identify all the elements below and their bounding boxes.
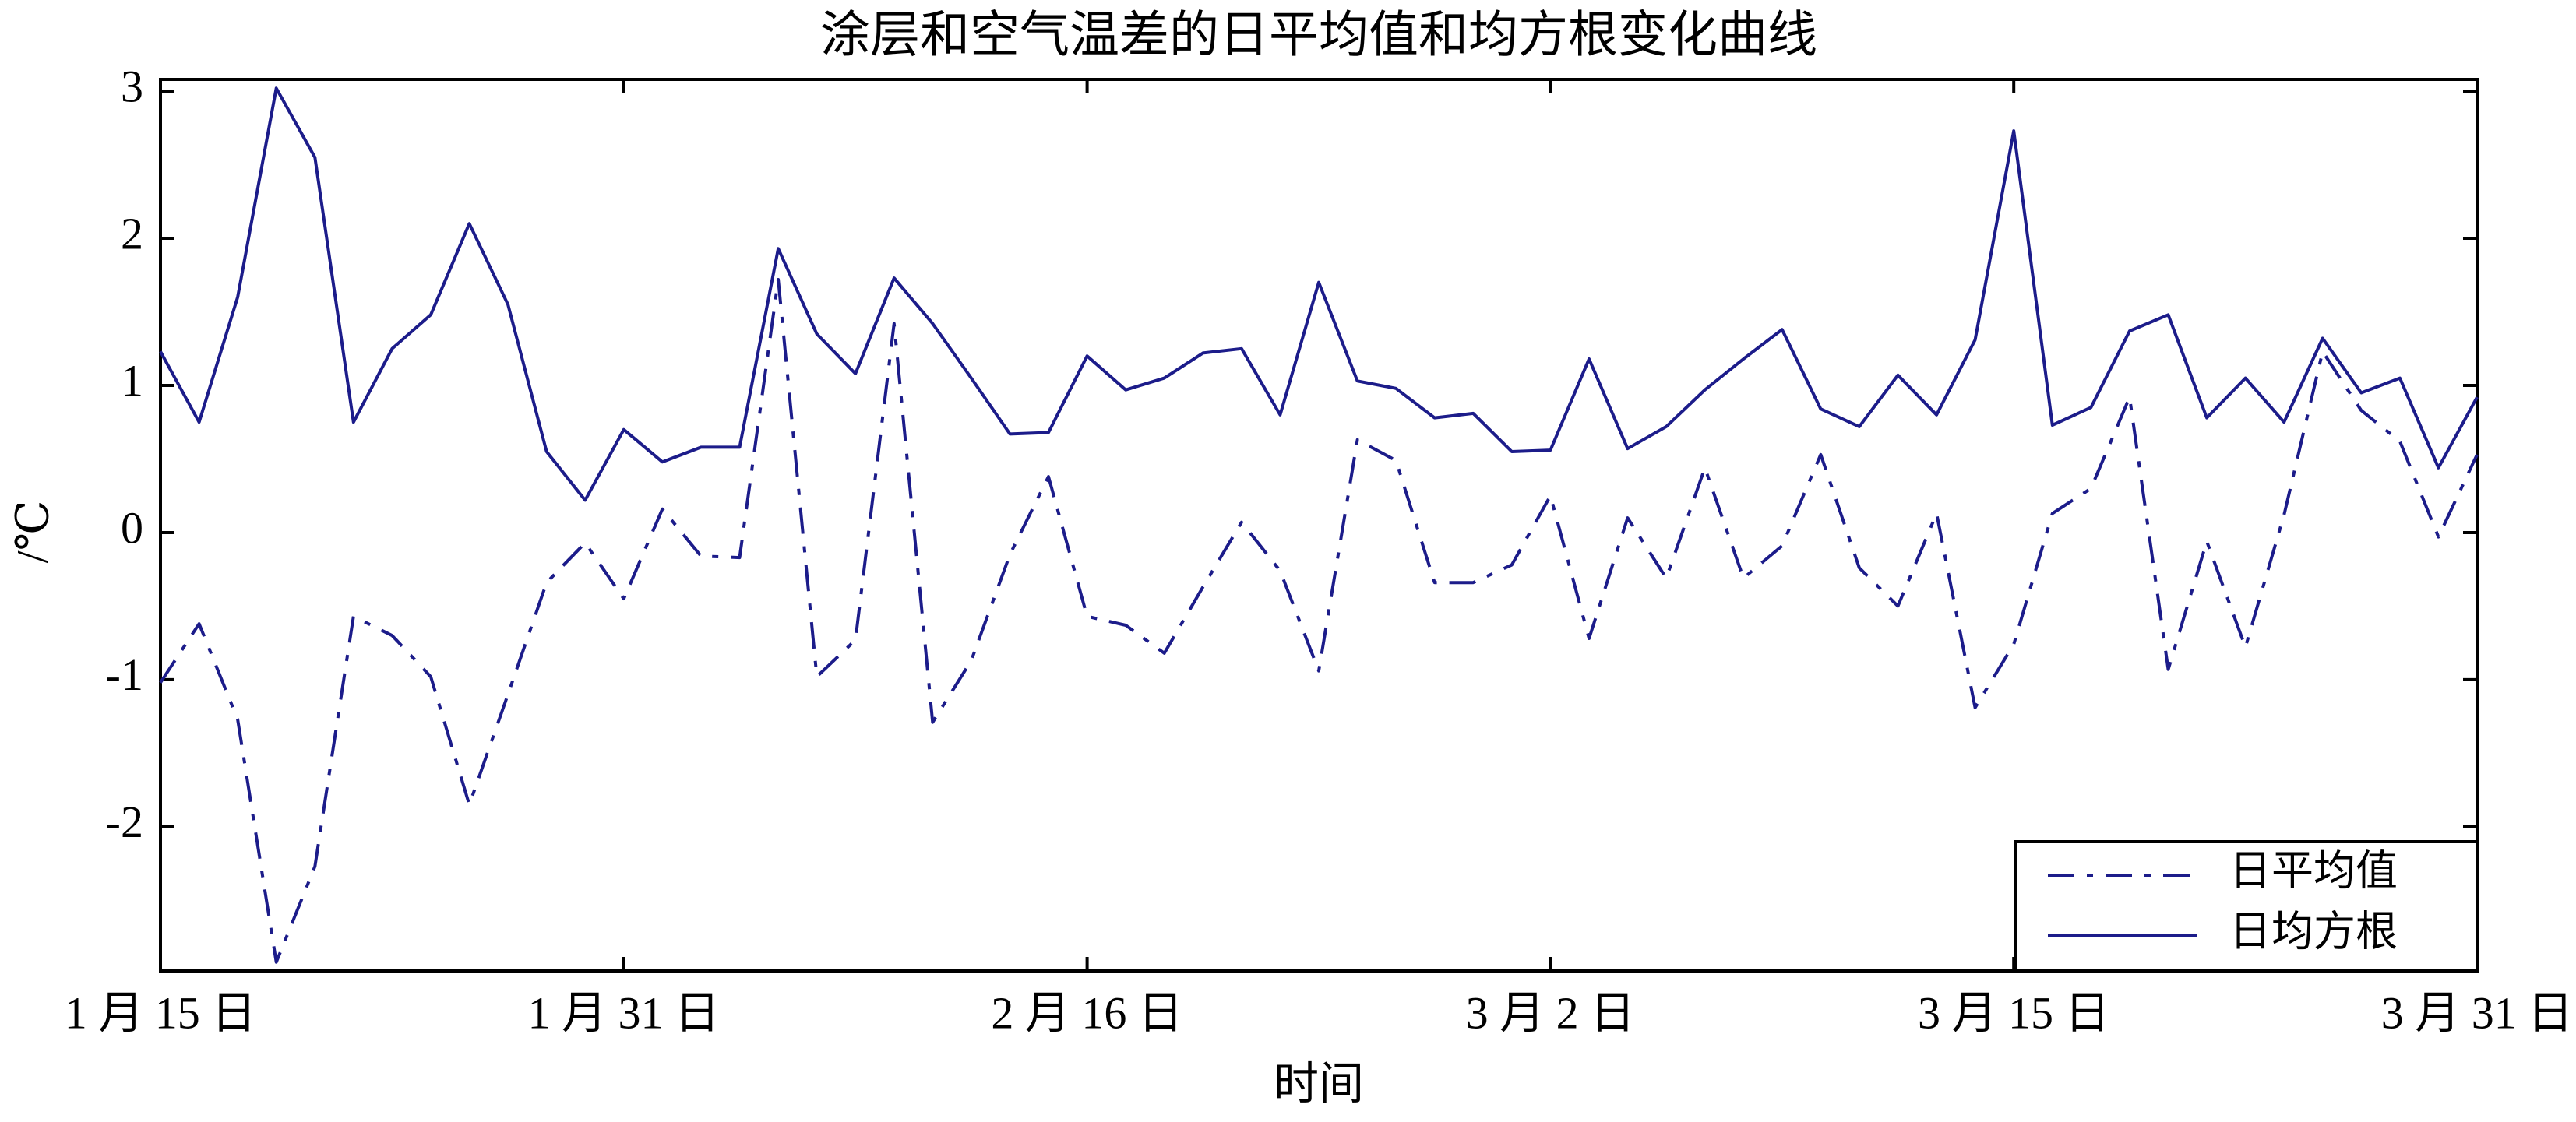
legend-box xyxy=(2014,840,2479,973)
legend-label: 日均方根 xyxy=(2229,908,2398,955)
x-tick-label: 3 月 2 日 xyxy=(1466,987,1636,1038)
y-tick-label: 0 xyxy=(121,502,143,553)
x-tick-label: 1 月 15 日 xyxy=(65,987,257,1038)
chart-title: 涂层和空气温差的日平均值和均方根变化曲线 xyxy=(820,8,1817,63)
y-tick-label: -2 xyxy=(106,797,143,847)
x-tick-label: 2 月 16 日 xyxy=(991,987,1183,1038)
x-axis-label: 时间 xyxy=(1274,1058,1364,1109)
y-tick-label: 2 xyxy=(121,208,143,259)
x-tick-label: 3 月 31 日 xyxy=(2381,987,2574,1038)
plot-frame xyxy=(159,78,2479,973)
y-tick-label: 3 xyxy=(121,61,143,111)
y-axis-label: /℃ xyxy=(7,501,58,564)
series-line xyxy=(159,86,2479,502)
series-line xyxy=(159,278,2479,964)
x-tick-label: 1 月 31 日 xyxy=(528,987,721,1038)
y-tick-label: 1 xyxy=(121,355,143,406)
y-tick-label: -1 xyxy=(106,649,143,700)
legend-label: 日平均值 xyxy=(2229,847,2398,894)
x-tick-label: 3 月 15 日 xyxy=(1918,987,2110,1038)
